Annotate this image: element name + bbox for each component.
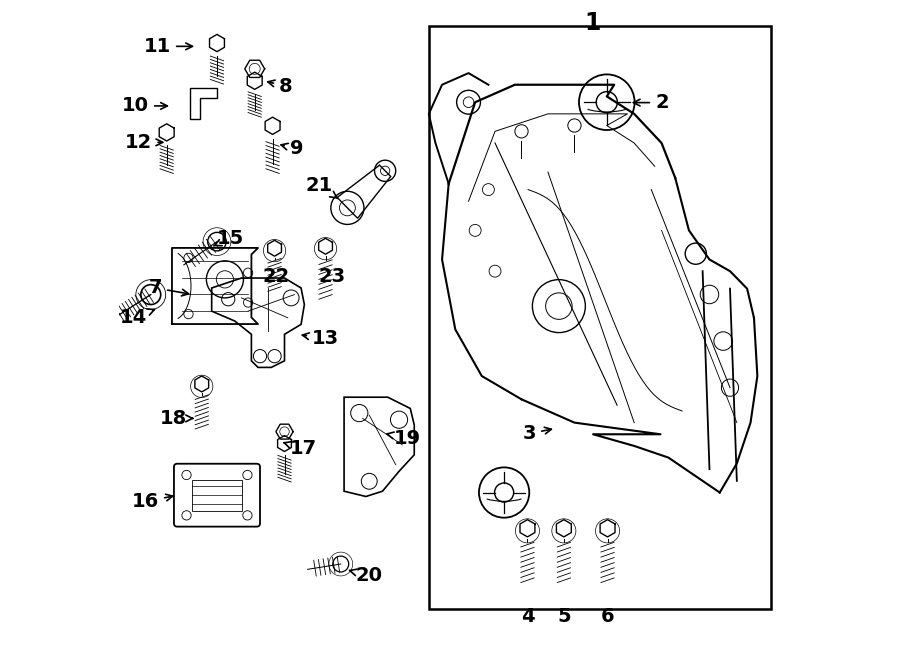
Text: 16: 16 xyxy=(132,493,173,511)
Text: 13: 13 xyxy=(302,330,339,348)
Text: 1: 1 xyxy=(584,11,600,35)
Text: 7: 7 xyxy=(148,279,189,297)
Text: 21: 21 xyxy=(305,176,338,199)
Text: 22: 22 xyxy=(263,267,290,286)
Text: 15: 15 xyxy=(213,229,244,248)
Text: 12: 12 xyxy=(125,133,163,152)
Text: 4: 4 xyxy=(520,608,535,626)
Text: 2: 2 xyxy=(634,93,669,112)
Text: 3: 3 xyxy=(523,424,552,443)
Text: 6: 6 xyxy=(600,608,615,626)
Bar xyxy=(428,26,771,609)
Text: 5: 5 xyxy=(557,608,571,626)
Text: 19: 19 xyxy=(387,429,420,448)
Text: 11: 11 xyxy=(144,37,193,56)
Bar xyxy=(193,480,241,510)
Text: 9: 9 xyxy=(281,140,303,158)
Text: 20: 20 xyxy=(349,567,382,585)
Text: 18: 18 xyxy=(159,409,193,428)
Text: 17: 17 xyxy=(284,440,317,458)
Text: 23: 23 xyxy=(319,267,346,286)
Text: 8: 8 xyxy=(268,77,292,95)
Text: 10: 10 xyxy=(122,97,167,115)
Text: 14: 14 xyxy=(120,308,155,327)
